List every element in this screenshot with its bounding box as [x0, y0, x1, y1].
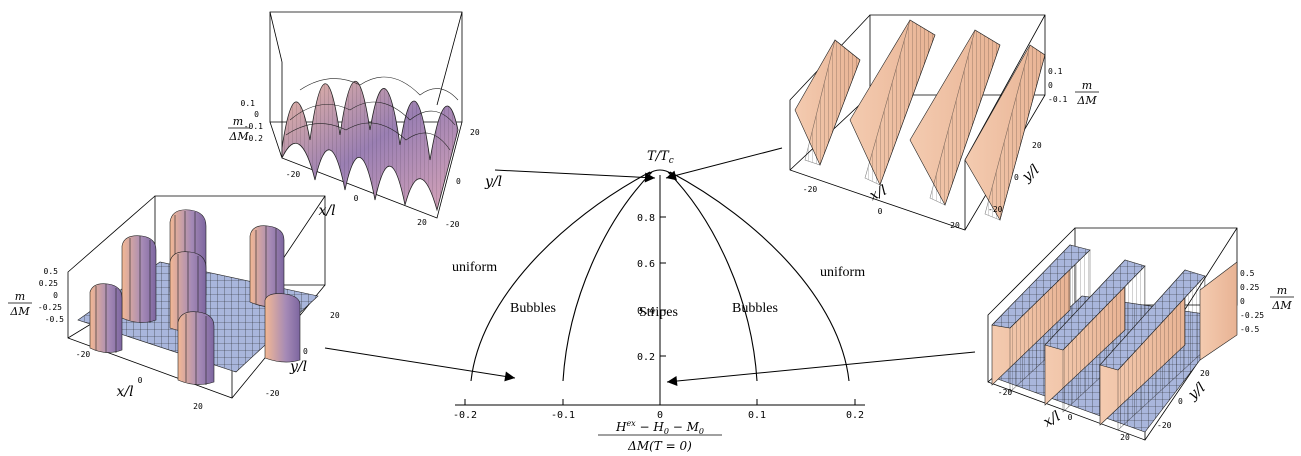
y-axis-label: y/l: [1019, 162, 1043, 186]
x-tick-label: 20: [193, 402, 203, 411]
x-tick-marks: [464, 399, 856, 405]
y-tick-label: 0: [456, 177, 461, 186]
z-tick-label: 0: [254, 110, 259, 119]
arrow-top-left: [494, 169, 656, 183]
arrow-bottom-left: [324, 347, 516, 382]
region-label-bubbles-right: Bubbles: [732, 301, 778, 316]
z-axis-label-numerator: m: [1277, 284, 1287, 297]
surface-plot-top-left: 0.1 0 -0.1 -0.2 -20 0 20 20 0 -20 x/l y/…: [228, 11, 502, 229]
inner-boundary-left: [562, 171, 653, 382]
y-tick-label: -20: [445, 220, 460, 229]
arrows: [324, 147, 976, 387]
y-tick-label: -20: [265, 389, 280, 398]
y-axis-label: T/Tc: [647, 149, 674, 166]
surface-ridge-lines: [285, 76, 459, 151]
z-tick-label: 0.1: [1048, 67, 1063, 76]
x-tick-label: -20: [998, 388, 1013, 397]
z-tick-label: 0: [1240, 297, 1245, 306]
x-tick-label: 0: [1068, 413, 1073, 422]
inner-boundary-right: [667, 171, 758, 382]
z-axis-label-denominator: ΔM: [1271, 299, 1292, 312]
y-tick-label: 20: [1200, 369, 1210, 378]
outer-boundary-left: [470, 171, 651, 382]
y-tick-label: 0: [303, 347, 308, 356]
y-tick-label: 20: [470, 128, 480, 137]
z-tick-label: -0.5: [45, 315, 64, 324]
x-tick-label: -20: [803, 185, 818, 194]
surface-grid: [282, 81, 458, 210]
z-axis-label-denominator: ΔM: [228, 130, 249, 143]
y-tick-label: 0: [1178, 397, 1183, 406]
x-tick-label: -0.2: [453, 410, 477, 421]
z-tick-label: -0.5: [1240, 325, 1259, 334]
arrow-bottom-right: [666, 351, 976, 387]
z-axis-label-numerator: m: [1082, 79, 1092, 92]
surface-plot-top-right: 0.1 0 -0.1 -20 0 20 20 0 -20 x/l y/l m Δ…: [789, 14, 1099, 231]
surface-plot-bottom-left: 0.5 0.25 0 -0.25 -0.5 -20 0 20 20 0 -20 …: [8, 195, 340, 411]
region-label-stripes: Stripes: [639, 305, 678, 320]
z-axis-label-denominator: ΔM: [1076, 94, 1097, 107]
z-axis-label-numerator: m: [233, 115, 243, 128]
y-tick-label: 0: [1014, 173, 1019, 182]
z-tick-label: 0: [53, 291, 58, 300]
z-tick-label: -0.2: [244, 134, 263, 143]
y-tick-label: -20: [1157, 421, 1172, 430]
region-label-bubbles-left: Bubbles: [510, 301, 556, 316]
y-tick-label: 20: [1032, 141, 1042, 150]
z-tick-label: 0.5: [1240, 269, 1255, 278]
region-label-uniform-right: uniform: [820, 265, 865, 280]
y-tick-marks: [660, 216, 666, 357]
z-tick-label: -0.1: [1048, 95, 1067, 104]
y-axis-label: y/l: [289, 359, 307, 375]
y-tick-label: 20: [330, 311, 340, 320]
z-tick-label: -0.25: [38, 303, 62, 312]
y-tick-label: 0.2: [637, 352, 655, 363]
x-axis-label-numerator: Hex − H0 − M0: [615, 419, 704, 436]
y-tick-label: 0.6: [637, 259, 655, 270]
z-tick-label: 0.25: [1240, 283, 1259, 292]
x-tick-label: -20: [76, 350, 91, 359]
x-tick-label: -20: [286, 170, 301, 179]
y-axis-label: y/l: [484, 174, 502, 190]
y-axis-label: y/l: [1185, 380, 1209, 404]
surface-plot-bottom-right: 0.5 0.25 0 -0.25 -0.5 -20 0 20 20 0 -20 …: [987, 227, 1294, 442]
x-tick-label: 0: [657, 410, 663, 421]
x-axis-label: x/l: [318, 203, 335, 219]
x-tick-label: 20: [417, 218, 427, 227]
y-tick-label: 0.8: [637, 213, 655, 224]
y-tick-label: 0.4: [637, 306, 655, 317]
z-axis-label-denominator: ΔM: [9, 305, 30, 318]
z-tick-label: 0.1: [241, 99, 256, 108]
z-tick-label: 0: [1048, 81, 1053, 90]
x-axis-label: x/l: [116, 384, 133, 400]
critical-cap: [647, 169, 673, 175]
region-label-uniform-left: uniform: [452, 260, 497, 275]
x-tick-label: 0: [878, 207, 883, 216]
x-axis-label-denominator: ΔM(T = 0): [627, 439, 692, 453]
x-axis-label: x/l: [1041, 408, 1064, 430]
bubble-columns: [89, 209, 301, 385]
phase-diagram: -0.2 -0.1 0 0.1 0.2 0.2 0.4 0.6 0.8 T/Tc…: [452, 149, 865, 453]
z-tick-label: 0.25: [39, 279, 58, 288]
z-axis-label-numerator: m: [15, 290, 25, 303]
x-tick-label: 0: [354, 194, 359, 203]
x-tick-label: -0.1: [551, 410, 575, 421]
stripe-walls: [991, 244, 1238, 431]
stripe-walls: [794, 19, 1046, 221]
y-tick-label: -20: [988, 205, 1003, 214]
z-tick-label: -0.1: [244, 122, 263, 131]
z-tick-label: 0.5: [44, 267, 59, 276]
arrow-top-right: [665, 147, 783, 181]
outer-boundary-right: [669, 171, 850, 382]
x-tick-label: 20: [1120, 433, 1130, 442]
x-tick-label: 0.1: [748, 410, 766, 421]
x-tick-label: 20: [950, 221, 960, 230]
z-tick-label: -0.25: [1240, 311, 1264, 320]
x-tick-label: 0.2: [846, 410, 864, 421]
x-tick-label: 0: [138, 376, 143, 385]
bounding-box: [269, 11, 463, 219]
x-axis-label: x/l: [867, 183, 889, 205]
